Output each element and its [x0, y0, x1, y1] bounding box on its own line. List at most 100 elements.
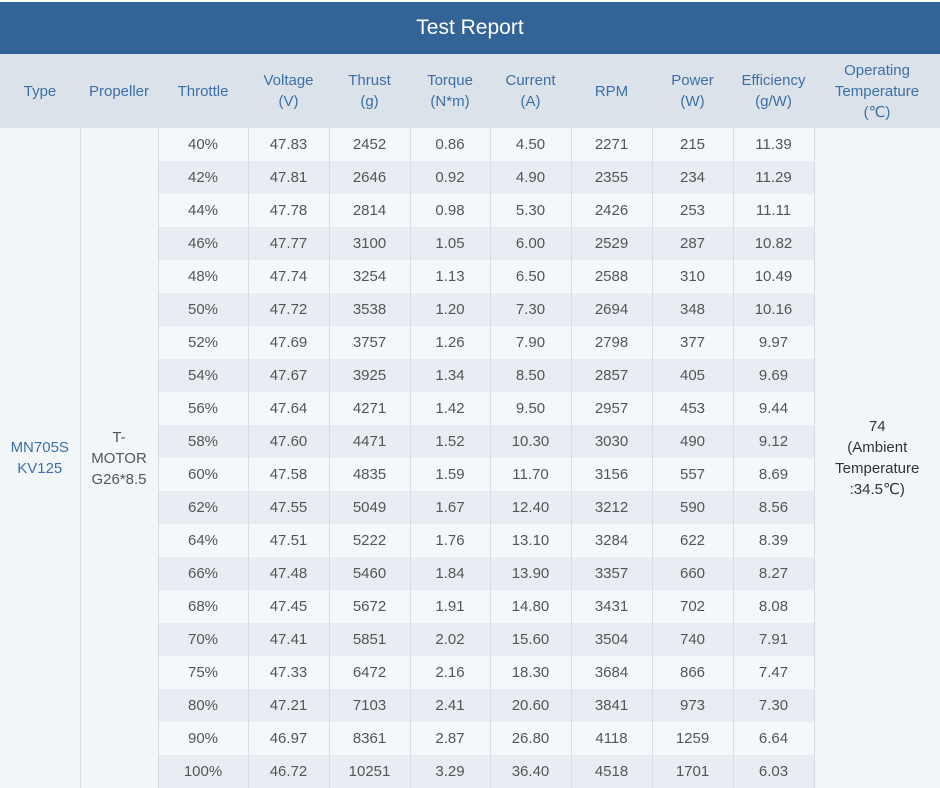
voltage-cell: 47.81 [247, 161, 329, 194]
thrust-cell: 4835 [328, 458, 410, 491]
text-line: Type [23, 82, 57, 100]
header-row: Type Propeller Throttle Voltage (V) Thrust (g)… [0, 54, 940, 128]
table-row: 48% 47.74 3254 1.13 6.50 2588 310 10.49 [0, 260, 940, 293]
header-propeller: Propeller [80, 54, 158, 128]
text-line: (℃) [863, 103, 891, 121]
table-row: 62% 47.55 5049 1.67 12.40 3212 590 8.56 [0, 491, 940, 524]
voltage-cell: 47.41 [247, 623, 329, 656]
table-row: 75% 47.33 6472 2.16 18.30 3684 866 7.47 [0, 656, 940, 689]
efficiency-cell: 11.29 [732, 161, 814, 194]
table-row: 68% 47.45 5672 1.91 14.80 3431 702 8.08 [0, 590, 940, 623]
text-line: Current [505, 72, 556, 89]
table-row: 50% 47.72 3538 1.20 7.30 2694 348 10.16 [0, 293, 940, 326]
torque-cell: 1.67 [409, 491, 490, 524]
header-voltage: Voltage (V) [248, 54, 329, 128]
text-line: (N*m) [430, 93, 470, 110]
rpm-cell: 2798 [570, 326, 652, 359]
table-row: 66% 47.48 5460 1.84 13.90 3357 660 8.27 [0, 557, 940, 590]
current-cell: 20.60 [489, 689, 571, 722]
table-row: 100% 46.72 10251 3.29 36.40 4518 1701 6.03 [0, 755, 940, 788]
efficiency-cell: 11.39 [732, 128, 814, 161]
rpm-cell: 2355 [570, 161, 652, 194]
throttle-cell: 42% [157, 161, 248, 194]
current-cell: 7.30 [489, 293, 571, 326]
torque-cell: 0.86 [409, 128, 490, 161]
text-line: Propeller [88, 82, 150, 100]
efficiency-cell: 8.08 [732, 590, 814, 623]
text-line: T- [112, 428, 126, 446]
torque-cell: 0.98 [409, 194, 490, 227]
rpm-cell: 2426 [570, 194, 652, 227]
torque-cell: 2.16 [409, 656, 490, 689]
text-line: Power [671, 72, 714, 89]
table-row: MN705S KV125 T- MOTOR G26*8.5 40% 47.83 2452 0.8… [0, 128, 940, 788]
rpm-cell: 2957 [570, 392, 652, 425]
current-cell: 4.50 [489, 128, 571, 161]
efficiency-cell: 10.16 [732, 293, 814, 326]
throttle-cell: 68% [157, 590, 248, 623]
rpm-cell: 2271 [570, 128, 652, 161]
voltage-cell: 47.55 [247, 491, 329, 524]
throttle-cell: 58% [157, 425, 248, 458]
throttle-cell: 60% [157, 458, 248, 491]
thrust-cell: 3538 [328, 293, 410, 326]
torque-cell: 1.42 [409, 392, 490, 425]
throttle-cell: 44% [157, 194, 248, 227]
text-line: (g/W) [755, 93, 792, 110]
text-line: :34.5℃) [849, 481, 905, 498]
voltage-cell: 47.67 [247, 359, 329, 392]
thrust-cell: 3757 [328, 326, 410, 359]
efficiency-cell: 6.03 [732, 755, 814, 788]
rpm-cell: 2588 [570, 260, 652, 293]
text-line: Torque [427, 72, 473, 89]
throttle-cell: 66% [157, 557, 248, 590]
efficiency-cell: 9.44 [732, 392, 814, 425]
thrust-cell: 4271 [328, 392, 410, 425]
throttle-cell: 100% [157, 755, 248, 788]
current-cell: 13.10 [489, 524, 571, 557]
current-cell: 36.40 [489, 755, 571, 788]
text-line: Operating [844, 61, 910, 79]
thrust-cell: 2814 [328, 194, 410, 227]
torque-cell: 1.84 [409, 557, 490, 590]
efficiency-cell: 6.64 [732, 722, 814, 755]
voltage-cell: 46.97 [247, 722, 329, 755]
torque-cell: 2.41 [409, 689, 490, 722]
text-line: MOTOR [91, 449, 147, 467]
throttle-cell: 52% [157, 326, 248, 359]
throttle-cell: 48% [157, 260, 248, 293]
power-cell: 1259 [651, 722, 733, 755]
header-type: Type [0, 54, 80, 128]
throttle-cell: 75% [157, 656, 248, 689]
torque-cell: 2.87 [409, 722, 490, 755]
torque-cell: 1.05 [409, 227, 490, 260]
thrust-cell: 10251 [328, 755, 410, 788]
rpm-cell: 2857 [570, 359, 652, 392]
power-cell: 590 [651, 491, 733, 524]
power-cell: 702 [651, 590, 733, 623]
text-line: (A) [520, 93, 541, 110]
header-efficiency: Efficiency (g/W) [733, 54, 814, 128]
power-cell: 287 [651, 227, 733, 260]
power-cell: 253 [651, 194, 733, 227]
power-cell: 1701 [651, 755, 733, 788]
efficiency-cell: 7.30 [732, 689, 814, 722]
thrust-cell: 2646 [328, 161, 410, 194]
rpm-cell: 3504 [570, 623, 652, 656]
rpm-cell: 3684 [570, 656, 652, 689]
efficiency-cell: 7.47 [732, 656, 814, 689]
efficiency-cell: 8.27 [732, 557, 814, 590]
throttle-cell: 40% [157, 128, 248, 161]
torque-cell: 1.20 [409, 293, 490, 326]
torque-cell: 1.26 [409, 326, 490, 359]
rpm-cell: 3357 [570, 557, 652, 590]
current-cell: 12.40 [489, 491, 571, 524]
voltage-cell: 47.83 [247, 128, 329, 161]
text-line: Efficiency [741, 72, 806, 89]
current-cell: 26.80 [489, 722, 571, 755]
voltage-cell: 47.58 [247, 458, 329, 491]
report-title: Test Report [0, 2, 940, 54]
table-row: 80% 47.21 7103 2.41 20.60 3841 973 7.30 [0, 689, 940, 722]
current-cell: 6.00 [489, 227, 571, 260]
table-row: 52% 47.69 3757 1.26 7.90 2798 377 9.97 [0, 326, 940, 359]
